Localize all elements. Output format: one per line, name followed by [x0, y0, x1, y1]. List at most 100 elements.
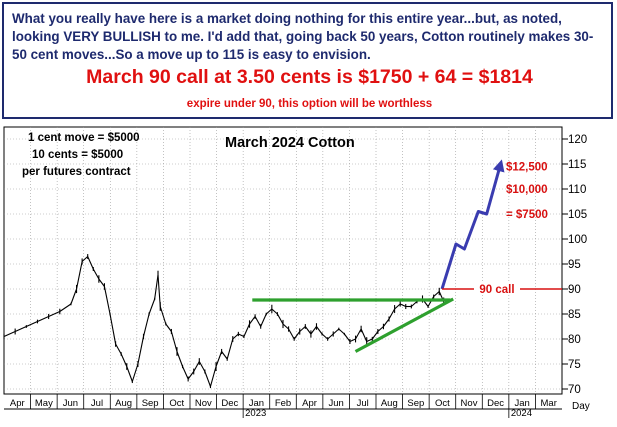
price-segment [87, 256, 94, 270]
subline-text: expire under 90, this option will be wor… [186, 98, 433, 110]
price-segment [310, 326, 317, 335]
price-segment [394, 303, 401, 310]
x-tick-label: Oct [435, 398, 450, 409]
price-segment [304, 326, 312, 335]
price-segment [265, 308, 273, 315]
price-segment [399, 303, 406, 308]
x-tick-label: Jun [63, 398, 78, 409]
price-segment [433, 291, 440, 297]
price-segment [209, 366, 217, 387]
year-label: 2023 [245, 408, 266, 419]
price-segment [293, 331, 301, 340]
price-segment [382, 318, 390, 327]
price-segment [157, 274, 161, 307]
x-tick-label: Jul [357, 398, 369, 409]
x-tick-label: Sep [142, 398, 159, 409]
price-segment [332, 328, 340, 335]
price-segment [37, 315, 49, 323]
price-segment [321, 333, 329, 340]
price-segment [131, 363, 139, 382]
commentary-text: What you really have here is a market do… [12, 11, 594, 62]
price-segment [115, 343, 122, 355]
price-segment [198, 361, 206, 372]
price-segment [288, 328, 295, 340]
price-segment [377, 326, 384, 332]
price-segment [182, 366, 189, 380]
x-tick-label: Feb [275, 398, 291, 409]
x-tick-label: May [35, 398, 53, 409]
x-tick-label: Dec [487, 398, 504, 409]
price-segment [98, 278, 105, 287]
price-segment [232, 333, 239, 340]
x-tick-label: Apr [302, 398, 317, 409]
plot-frame [3, 126, 563, 395]
price-segment [355, 328, 362, 340]
x-tick-label: Aug [115, 398, 132, 409]
price-segment [148, 298, 156, 315]
x-tick-label: Nov [461, 398, 478, 409]
price-segment [366, 338, 373, 343]
price-segment [226, 338, 234, 360]
y-tick-label: 85 [568, 309, 581, 321]
headline-text: March 90 call at 3.50 cents is $1750 + 6… [86, 66, 533, 88]
x-tick-label: Sep [407, 398, 424, 409]
x-tick-label: Jun [328, 398, 343, 409]
y-tick-label: 75 [568, 359, 581, 371]
y-tick-label: 120 [568, 134, 587, 146]
price-segment [260, 313, 267, 327]
x-tick-label: Aug [381, 398, 398, 409]
price-segment [103, 286, 111, 315]
price-segment [26, 320, 38, 328]
header-panel: What you really have here is a market do… [2, 2, 613, 119]
x-axis: Apr May Jun Jul Aug Sep Oct Nov Dec Jan Feb Apr Jun J… [10, 394, 557, 419]
price-segment [193, 361, 200, 372]
support-line [354, 297, 454, 353]
price-segment [81, 256, 89, 262]
price-segment [316, 326, 323, 335]
x-tick-label: Nov [195, 398, 212, 409]
series-layer [3, 159, 505, 389]
y-tick-label: 90 [568, 284, 581, 296]
y-tick-label: 95 [568, 259, 581, 271]
price-segment [349, 338, 356, 343]
price-segment [243, 323, 251, 337]
x-tick-label: Apr [10, 398, 25, 409]
y-tick-label: 110 [568, 184, 586, 196]
price-segment [327, 333, 334, 340]
price-segment [126, 366, 133, 382]
price-segment [70, 288, 78, 305]
y-tick-label: 115 [568, 159, 586, 171]
price-segment [360, 328, 368, 342]
payoff-label: $12,500 [506, 162, 548, 174]
x-tick-label: Jan [514, 398, 529, 409]
price-segment [120, 353, 128, 367]
price-segment [170, 331, 178, 352]
x-axis-unit-label: Day [572, 401, 590, 412]
price-segment [299, 326, 306, 332]
y-tick-label: 70 [568, 384, 581, 396]
price-segment [271, 308, 278, 315]
price-segment [3, 330, 16, 338]
price-segment [221, 351, 228, 360]
price-segment [371, 331, 379, 340]
price-segment [59, 303, 72, 312]
x-tick-label: Oct [169, 398, 184, 409]
projection-arrow [440, 159, 505, 290]
price-segment [159, 306, 167, 325]
y-tick-label: 105 [568, 209, 587, 221]
price-segment [343, 333, 351, 342]
price-segment [215, 351, 223, 367]
year-label: 2024 [511, 408, 532, 419]
price-segment [282, 323, 289, 330]
strike-label-bg [474, 282, 520, 295]
price-segment [338, 328, 345, 335]
payoff-label: $10,000 [506, 184, 548, 196]
y-tick-label: 100 [568, 234, 587, 246]
x-tick-label: Dec [221, 398, 238, 409]
y-tick-label: 80 [568, 334, 581, 346]
note-line-2: 10 cents = $5000 [32, 149, 123, 161]
price-segment [14, 325, 27, 333]
strike-label: 90 call [479, 284, 514, 296]
price-segment [410, 301, 418, 307]
